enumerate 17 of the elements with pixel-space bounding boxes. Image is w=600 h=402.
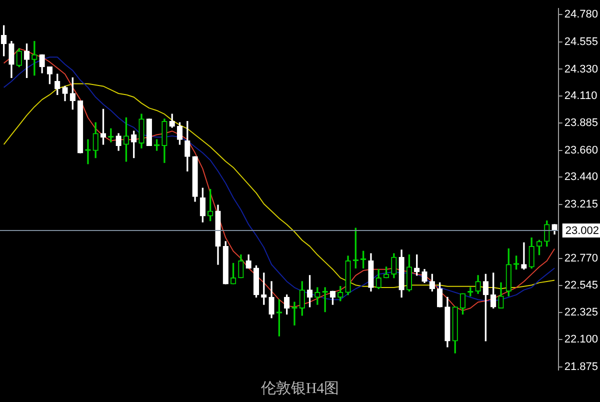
candlestick (521, 242, 527, 270)
y-tick-label: 22.325 (564, 306, 598, 318)
y-tick-label: 21.875 (564, 361, 598, 373)
y-tick-label: 22.770 (564, 252, 598, 264)
text: 伦敦银H4图 (260, 380, 340, 397)
y-tick-label: 23.885 (564, 117, 598, 130)
ref-line-label: 23.002 (565, 225, 600, 238)
y-tick-label: 24.555 (564, 36, 598, 48)
y-tick-label: 23.440 (564, 171, 598, 184)
y-tick-label: 22.100 (564, 334, 598, 346)
y-tick-label: 23.215 (564, 198, 598, 210)
candlestick (85, 139, 91, 164)
y-tick-label: 24.330 (564, 63, 598, 76)
y-tick-label: 24.780 (564, 8, 598, 21)
y-tick-label: 22.545 (564, 280, 598, 292)
y-tick-label: 24.110 (564, 90, 598, 102)
y-tick-label: 23.660 (564, 144, 598, 157)
